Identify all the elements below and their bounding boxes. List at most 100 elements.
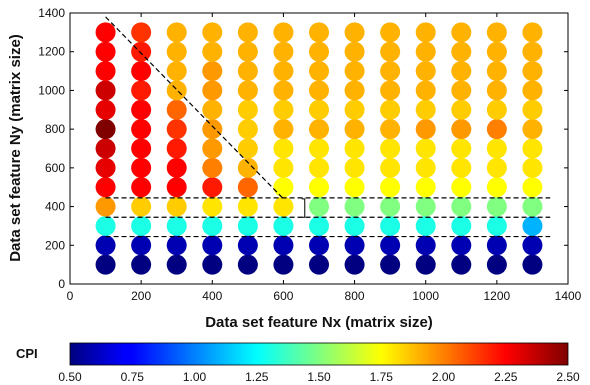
data-point <box>202 22 223 43</box>
data-point <box>95 41 116 62</box>
scatter-points <box>95 22 543 275</box>
data-point <box>486 254 507 275</box>
data-point <box>380 119 401 140</box>
data-point <box>380 41 401 62</box>
data-point <box>451 138 472 159</box>
y-tick-label: 200 <box>45 238 65 252</box>
data-point <box>202 41 223 62</box>
data-point <box>273 22 294 43</box>
data-point <box>95 119 116 140</box>
data-point <box>237 235 258 256</box>
data-point <box>166 80 187 101</box>
y-tick-label: 800 <box>45 122 65 136</box>
data-point <box>131 61 152 82</box>
data-point <box>344 235 365 256</box>
x-tick-label: 1200 <box>484 289 511 303</box>
bracket-marker <box>301 198 306 218</box>
data-point <box>309 235 329 256</box>
data-point <box>380 235 401 256</box>
data-point <box>273 61 294 82</box>
data-point <box>166 157 187 178</box>
data-point <box>486 215 507 236</box>
data-point <box>451 22 472 43</box>
data-point <box>166 41 187 62</box>
data-point <box>95 177 116 198</box>
data-point <box>415 215 436 236</box>
data-point <box>486 41 507 62</box>
data-point <box>344 196 365 217</box>
data-point <box>451 196 472 217</box>
data-point <box>309 138 329 159</box>
data-point <box>451 254 472 275</box>
data-point <box>522 157 543 178</box>
data-point <box>451 99 472 120</box>
x-tick-label: 1000 <box>412 289 439 303</box>
data-point <box>451 61 472 82</box>
data-point <box>486 196 507 217</box>
data-point <box>273 138 294 159</box>
data-point <box>451 215 472 236</box>
annotation-lines <box>105 16 551 238</box>
data-point <box>131 119 152 140</box>
data-point <box>95 99 116 120</box>
data-point <box>309 177 329 198</box>
data-point <box>522 235 543 256</box>
data-point <box>415 41 436 62</box>
colorbar-tick-label: 2.50 <box>556 370 580 384</box>
data-point <box>131 80 152 101</box>
data-point <box>344 138 365 159</box>
data-point <box>344 61 365 82</box>
data-point <box>309 215 329 236</box>
x-tick-label: 0 <box>67 289 74 303</box>
data-point <box>486 99 507 120</box>
y-tick-label: 0 <box>58 277 65 291</box>
data-point <box>451 177 472 198</box>
y-axis-label: Data set feature Ny (matrix size) <box>7 34 24 262</box>
data-point <box>237 177 258 198</box>
data-point <box>344 215 365 236</box>
data-point <box>202 138 223 159</box>
data-point <box>486 138 507 159</box>
data-point <box>486 22 507 43</box>
data-point <box>522 61 543 82</box>
data-point <box>415 99 436 120</box>
data-point <box>131 41 152 62</box>
data-point <box>380 99 401 120</box>
colorbar-ticks: 0.50 0.75 1.00 1.25 1.50 1.75 2.00 2.25 2.50 <box>58 370 580 384</box>
x-axis-label: Data set feature Nx (matrix size) <box>205 314 433 331</box>
data-point <box>380 177 401 198</box>
data-point <box>415 177 436 198</box>
data-point <box>131 235 152 256</box>
data-point <box>95 61 116 82</box>
y-tick-label: 1200 <box>38 45 65 59</box>
colorbar-tick-label: 1.75 <box>370 370 394 384</box>
data-point <box>522 119 543 140</box>
data-point <box>95 138 116 159</box>
data-point <box>273 99 294 120</box>
x-axis-ticks: 0 200 400 600 800 1000 1200 1400 <box>67 13 582 303</box>
data-point <box>166 196 187 217</box>
data-point <box>451 157 472 178</box>
data-point <box>95 22 116 43</box>
data-point <box>166 138 187 159</box>
data-point <box>415 119 436 140</box>
data-point <box>309 157 329 178</box>
data-point <box>237 215 258 236</box>
data-point <box>166 254 187 275</box>
colorbar <box>69 342 569 366</box>
data-point <box>131 99 152 120</box>
colorbar-tick-label: 0.75 <box>121 370 145 384</box>
data-point <box>380 61 401 82</box>
data-point <box>380 157 401 178</box>
x-tick-label: 200 <box>131 289 151 303</box>
colorbar-tick-label: 2.25 <box>494 370 518 384</box>
x-tick-label: 400 <box>202 289 222 303</box>
data-point <box>131 157 152 178</box>
data-point <box>415 61 436 82</box>
plot-frame <box>69 12 569 285</box>
data-point <box>522 99 543 120</box>
data-point <box>273 254 294 275</box>
data-point <box>237 80 258 101</box>
data-point <box>344 119 365 140</box>
